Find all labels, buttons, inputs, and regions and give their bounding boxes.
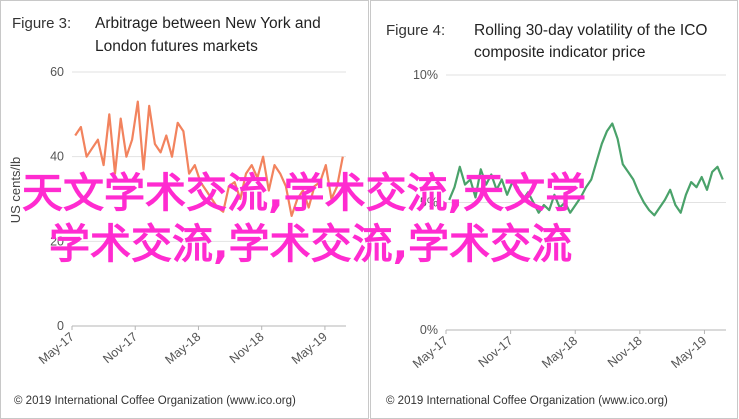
x-tick-label: May-19	[668, 334, 709, 372]
series-line	[74, 100, 344, 217]
x-tick-label: Nov-17	[100, 330, 140, 367]
x-tick-label: Nov-18	[227, 330, 267, 367]
y-tick-label: 20	[50, 234, 64, 248]
x-tick-label: May-18	[539, 334, 580, 372]
figure-3-label: Figure 3:	[12, 15, 71, 32]
figure-4-label: Figure 4:	[386, 22, 445, 39]
y-tick-label: 10%	[413, 68, 438, 82]
figure-4-title-line2: composite indicator price	[474, 44, 645, 61]
figure-4-title-line1: Rolling 30-day volatility of the ICO	[474, 22, 707, 39]
x-tick-label: May-18	[162, 330, 203, 368]
figure-3-title-line1: Arbitrage between New York and	[95, 15, 321, 32]
overlay-text-line1: 天文学术交流,学术交流,天文学	[22, 169, 586, 217]
figure-3-y-axis-label: US cents/lb	[8, 157, 23, 223]
x-tick-label: Nov-17	[476, 334, 516, 371]
x-tick-label: May-17	[410, 334, 451, 372]
y-tick-label: 40	[50, 150, 64, 164]
y-tick-label: 5%	[420, 196, 438, 210]
y-tick-label: 0%	[420, 323, 438, 337]
figure-3-title-line2: London futures markets	[95, 38, 258, 55]
figure-4-credit: © 2019 International Coffee Organization…	[386, 395, 668, 407]
x-tick-label: May-17	[36, 330, 77, 368]
y-tick-label: 60	[50, 65, 64, 79]
figure-3-credit: © 2019 International Coffee Organization…	[14, 395, 296, 407]
overlay-text-line2: 学术交流,学术交流,学术交流	[49, 220, 572, 268]
series-line	[448, 122, 724, 217]
x-tick-label: May-19	[289, 330, 330, 368]
y-tick-label: 0	[57, 319, 64, 333]
x-tick-label: Nov-18	[605, 334, 645, 371]
